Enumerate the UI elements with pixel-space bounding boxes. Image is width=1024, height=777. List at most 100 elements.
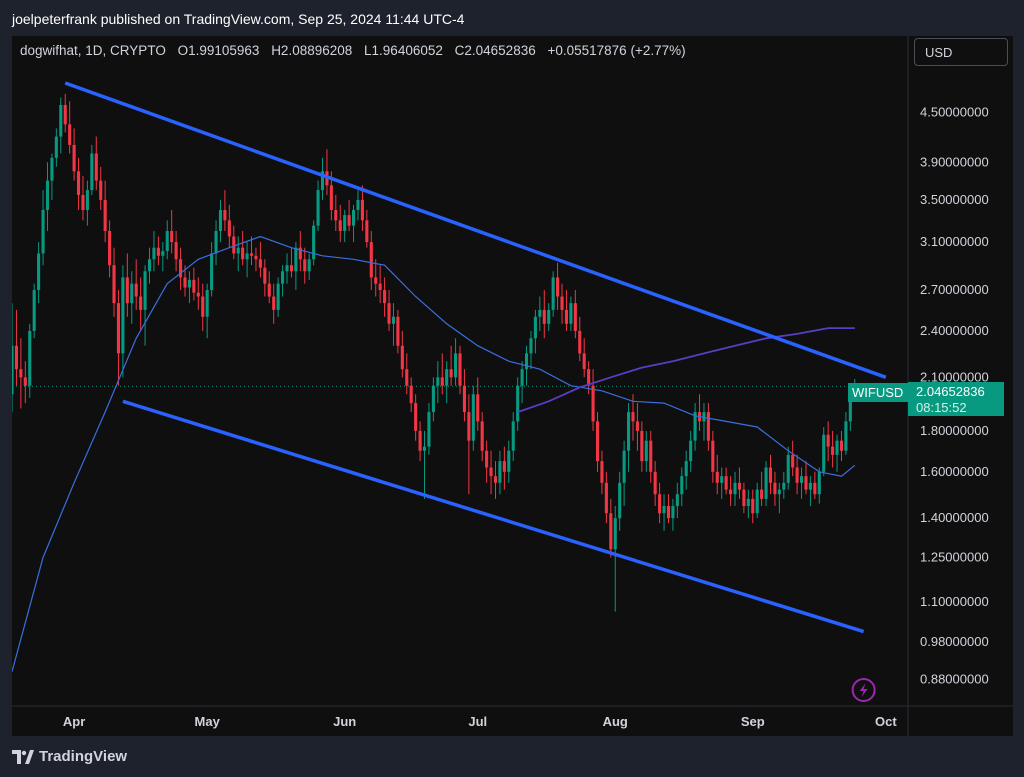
candle-body bbox=[600, 461, 604, 483]
candle-body bbox=[351, 209, 356, 226]
candle-body bbox=[183, 277, 187, 288]
candle-body bbox=[462, 385, 466, 413]
tradingview-brand: TradingView bbox=[39, 748, 128, 765]
currency-button[interactable]: USD bbox=[914, 38, 1008, 66]
candle-body bbox=[440, 377, 444, 386]
candle-body bbox=[649, 440, 653, 472]
candle-body bbox=[760, 489, 764, 499]
candle-body bbox=[125, 277, 129, 304]
price-tick-label: 4.50000000 bbox=[920, 105, 989, 120]
candle-body bbox=[804, 476, 808, 490]
tradingview-logo[interactable]: TradingView bbox=[12, 748, 127, 765]
price-tick-label: 3.50000000 bbox=[920, 192, 989, 207]
candle-body bbox=[294, 247, 298, 272]
candle-body bbox=[156, 247, 160, 256]
candle-body bbox=[360, 199, 364, 221]
candle-body bbox=[85, 190, 89, 210]
candle-body bbox=[210, 253, 214, 291]
candle-body bbox=[751, 498, 755, 514]
candle-body bbox=[826, 434, 830, 447]
candle-body bbox=[218, 209, 223, 232]
candle-body bbox=[263, 267, 267, 284]
candle-body bbox=[223, 209, 227, 221]
candle-body bbox=[272, 296, 276, 310]
price-tick-label: 2.40000000 bbox=[920, 323, 989, 338]
candle-body bbox=[476, 394, 480, 422]
candle-body bbox=[431, 385, 435, 413]
candle-body bbox=[147, 259, 152, 272]
candle-body bbox=[502, 461, 506, 472]
candle-body bbox=[693, 412, 697, 441]
candle-body bbox=[258, 259, 262, 268]
bar-countdown: 08:15:52 bbox=[916, 400, 967, 415]
candle-body bbox=[498, 461, 502, 483]
candle-body bbox=[671, 505, 675, 519]
candle-body bbox=[658, 494, 662, 514]
candle-body bbox=[94, 153, 98, 181]
channel-lower-trendline bbox=[122, 399, 865, 634]
last-price-tag: 2.04652836 08:15:52 bbox=[908, 382, 1004, 416]
candle-body bbox=[813, 482, 817, 495]
candle-body bbox=[68, 124, 72, 145]
candle-body bbox=[702, 412, 706, 422]
candle-body bbox=[715, 471, 719, 483]
candlestick-chart[interactable]: 4.50000000 3.90000000 3.50000000 3.10000000… bbox=[12, 36, 1013, 736]
last-price-value: 2.04652836 bbox=[916, 384, 985, 399]
candle-body bbox=[23, 377, 27, 386]
candle-body bbox=[205, 290, 209, 317]
price-tick-label: 1.60000000 bbox=[920, 464, 989, 479]
candle-body bbox=[165, 231, 169, 252]
candle-body bbox=[139, 296, 143, 310]
candle-body bbox=[706, 412, 710, 441]
candle-body bbox=[662, 505, 666, 514]
candle-body bbox=[724, 476, 728, 490]
candle-body bbox=[338, 220, 342, 232]
candle-body bbox=[285, 265, 289, 272]
candle-body bbox=[227, 220, 231, 237]
candle-body bbox=[174, 242, 178, 260]
candle-body bbox=[37, 253, 41, 291]
candle-body bbox=[312, 225, 316, 260]
candle-body bbox=[254, 255, 258, 260]
legend-open: O1.99105963 bbox=[177, 43, 260, 58]
price-tick-label: 3.90000000 bbox=[920, 154, 989, 169]
candle-body bbox=[281, 271, 285, 284]
time-tick-label: Jul bbox=[468, 714, 487, 729]
candle-body bbox=[746, 498, 750, 506]
moving-average-fast bbox=[12, 235, 856, 672]
candle-body bbox=[489, 467, 493, 477]
candle-body bbox=[520, 369, 524, 386]
candle-body bbox=[480, 421, 484, 451]
candle-body bbox=[116, 303, 121, 354]
candle-body bbox=[791, 454, 795, 468]
publisher-text: joelpeterfrank published on TradingView.… bbox=[12, 11, 465, 27]
candle-body bbox=[839, 440, 844, 451]
candle-body bbox=[347, 215, 351, 226]
candle-body bbox=[848, 396, 852, 422]
candle-body bbox=[511, 421, 515, 451]
candle-body bbox=[170, 231, 174, 243]
candle-body bbox=[81, 194, 85, 210]
candle-body bbox=[627, 412, 631, 451]
candle-body bbox=[214, 231, 218, 254]
symbol-price-tag: WIFUSD bbox=[848, 383, 910, 402]
price-tick-label: 1.10000000 bbox=[920, 594, 989, 609]
price-tick-label: 1.80000000 bbox=[920, 423, 989, 438]
candle-body bbox=[458, 353, 462, 386]
candle-body bbox=[817, 471, 821, 495]
candle-body bbox=[422, 446, 427, 451]
candle-body bbox=[298, 247, 302, 260]
legend-low: L1.96406052 bbox=[364, 43, 443, 58]
candle-body bbox=[720, 476, 724, 483]
candle-body bbox=[768, 467, 773, 483]
candle-body bbox=[54, 136, 58, 158]
candle-body bbox=[582, 353, 586, 370]
channel-upper-trendline bbox=[64, 81, 887, 379]
candle-body bbox=[844, 421, 848, 451]
candle-body bbox=[427, 412, 431, 447]
candle-body bbox=[369, 242, 373, 278]
candle-body bbox=[187, 279, 191, 288]
candle-body bbox=[618, 482, 622, 519]
candle-body bbox=[329, 185, 333, 210]
chart-panel[interactable]: 4.50000000 3.90000000 3.50000000 3.10000000… bbox=[12, 36, 1013, 736]
